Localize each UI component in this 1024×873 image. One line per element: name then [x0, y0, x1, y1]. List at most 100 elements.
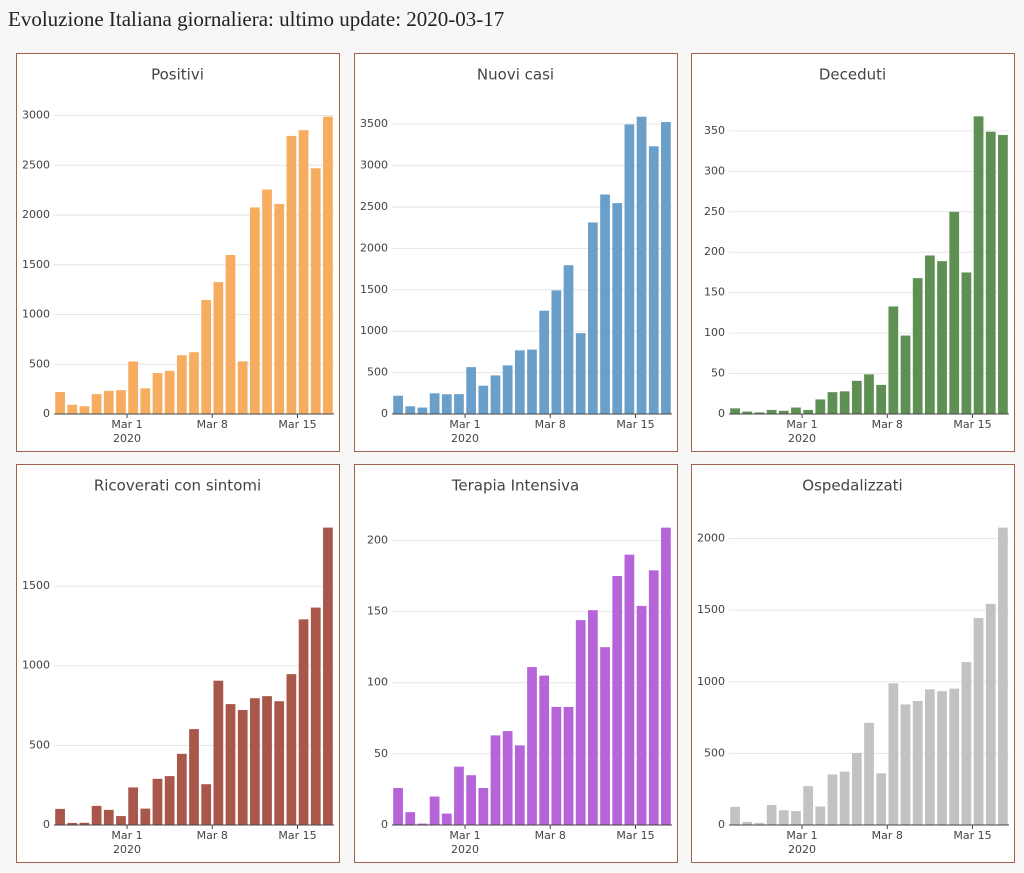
x-tick-label: Mar 15 — [278, 418, 316, 431]
bar — [201, 784, 212, 825]
bar — [730, 806, 740, 825]
x-tick-sublabel: 2020 — [451, 432, 479, 445]
bar — [527, 349, 537, 414]
bar — [661, 527, 671, 825]
bar — [912, 700, 923, 825]
bar — [648, 570, 659, 825]
bar — [876, 773, 887, 825]
x-tick-label: Mar 1 — [449, 418, 480, 431]
bar — [478, 788, 489, 825]
y-tick-label: 1500 — [22, 258, 50, 271]
bar — [466, 367, 476, 414]
bar — [648, 146, 659, 414]
bar — [393, 395, 403, 414]
x-tick-label: Mar 15 — [278, 829, 316, 842]
bar — [949, 688, 960, 825]
panel-title: Positivi — [151, 66, 204, 84]
bar — [213, 680, 224, 825]
x-tick-label: Mar 8 — [535, 418, 566, 431]
y-tick-label: 0 — [43, 407, 50, 420]
bar — [827, 392, 838, 414]
bar — [864, 374, 874, 414]
bar — [502, 731, 513, 825]
y-tick-label: 250 — [704, 205, 725, 218]
bar — [851, 752, 862, 825]
bar — [742, 411, 753, 414]
bar — [128, 787, 138, 825]
bar — [998, 134, 1008, 414]
bar — [636, 605, 647, 825]
bar — [429, 796, 440, 825]
y-tick-label: 0 — [718, 818, 725, 831]
y-tick-label: 2000 — [697, 532, 725, 545]
bar — [237, 361, 248, 414]
bar — [766, 409, 777, 414]
y-tick-label: 2000 — [360, 241, 388, 254]
bar — [839, 391, 850, 414]
bar — [539, 310, 550, 414]
page-title: Evoluzione Italiana giornaliera: ultimo … — [8, 7, 504, 31]
bar — [925, 689, 935, 825]
x-tick-sublabel: 2020 — [451, 843, 479, 856]
y-tick-label: 1000 — [360, 324, 388, 337]
bar — [754, 412, 765, 414]
x-tick-label: Mar 1 — [786, 418, 817, 431]
bar — [454, 766, 464, 825]
bar — [405, 406, 416, 414]
bar — [237, 709, 248, 825]
x-tick-label: Mar 8 — [872, 418, 903, 431]
bar — [998, 527, 1008, 825]
bar — [79, 406, 90, 414]
panel-title: Nuovi casi — [477, 66, 554, 84]
y-tick-label: 3000 — [360, 159, 388, 172]
bar — [900, 704, 911, 825]
bar — [563, 265, 574, 414]
bar — [103, 809, 114, 825]
bar — [454, 394, 464, 414]
bar — [900, 335, 911, 414]
bar — [754, 822, 765, 825]
bar — [588, 610, 598, 825]
bar — [839, 771, 850, 825]
x-tick-label: Mar 1 — [111, 829, 142, 842]
bar — [429, 393, 440, 414]
bar — [588, 222, 598, 414]
bar — [624, 124, 635, 415]
bar — [876, 384, 887, 414]
bar — [441, 813, 452, 825]
y-tick-label: 500 — [367, 366, 388, 379]
x-tick-sublabel: 2020 — [788, 843, 816, 856]
bar — [274, 701, 285, 825]
bar — [985, 131, 996, 414]
x-tick-label: Mar 15 — [616, 829, 654, 842]
bar — [514, 745, 525, 825]
x-tick-label: Mar 1 — [111, 418, 142, 431]
bar — [103, 390, 114, 414]
bar — [551, 290, 562, 414]
bar — [116, 816, 126, 825]
bar — [925, 255, 935, 414]
bar — [803, 786, 813, 825]
y-tick-label: 150 — [704, 286, 725, 299]
bar — [225, 255, 236, 414]
bar — [661, 122, 671, 414]
y-tick-label: 300 — [704, 164, 725, 177]
bar — [152, 373, 163, 414]
bar — [189, 729, 199, 825]
bar — [116, 390, 126, 414]
y-tick-label: 3000 — [22, 109, 50, 122]
y-tick-label: 350 — [704, 124, 725, 137]
y-tick-label: 2500 — [360, 200, 388, 213]
bar — [502, 365, 513, 414]
y-tick-label: 3500 — [360, 117, 388, 130]
panel-title: Ospedalizzati — [802, 477, 902, 495]
bar — [417, 407, 428, 414]
bar — [961, 272, 972, 414]
bar — [79, 822, 90, 825]
x-tick-label: Mar 8 — [535, 829, 566, 842]
bar — [985, 603, 996, 825]
bar — [262, 189, 272, 414]
bar — [286, 674, 297, 825]
bar — [55, 392, 65, 414]
bar — [888, 683, 899, 825]
